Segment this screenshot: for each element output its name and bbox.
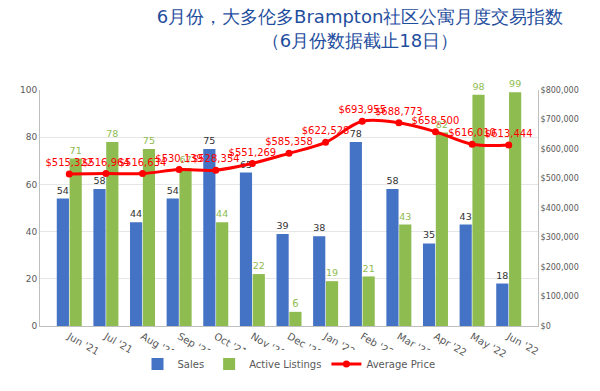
svg-text:100: 100 [20,85,37,95]
svg-text:$516,964: $516,964 [82,157,130,168]
svg-text:6: 6 [292,298,298,309]
svg-text:Jan '22: Jan '22 [322,330,358,358]
svg-text:$800,000: $800,000 [541,86,579,95]
svg-text:35: 35 [423,229,435,240]
svg-text:Aug '21: Aug '21 [139,330,178,360]
svg-text:$616,010: $616,010 [448,127,496,138]
svg-text:78: 78 [350,128,362,139]
svg-text:75: 75 [143,135,155,146]
svg-text:$551,269: $551,269 [229,147,277,158]
svg-text:44: 44 [130,208,142,219]
svg-text:71: 71 [70,145,82,156]
svg-text:40: 40 [26,227,38,237]
svg-text:Mar '22: Mar '22 [395,330,434,359]
svg-text:$613,444: $613,444 [485,128,533,139]
svg-text:43: 43 [399,211,411,222]
svg-text:19: 19 [326,267,338,278]
svg-text:Oct '21: Oct '21 [212,330,249,358]
svg-text:$0: $0 [541,322,551,331]
svg-text:21: 21 [363,263,375,274]
svg-text:43: 43 [460,211,472,222]
svg-text:22: 22 [253,260,265,271]
svg-text:$530,139: $530,139 [155,153,203,164]
svg-text:6月份，大多伦多Brampton社区公寓月度交易指数（6月份: 6月份，大多伦多Brampton社区公寓月度交易指数（6月份数据截止18日） [157,6,564,50]
svg-text:20: 20 [26,274,38,284]
svg-text:54: 54 [167,185,179,196]
svg-text:Dec '21: Dec '21 [285,330,324,360]
svg-text:99: 99 [509,78,521,89]
svg-text:65: 65 [240,159,252,170]
svg-text:$200,000: $200,000 [541,263,579,272]
svg-text:Average Price: Average Price [366,359,435,370]
svg-text:$600,000: $600,000 [541,145,579,154]
svg-text:18: 18 [496,270,508,281]
svg-text:$688,773: $688,773 [375,106,423,117]
svg-text:78: 78 [106,128,118,139]
svg-text:Nov '21: Nov '21 [248,330,288,360]
svg-text:Active Listings: Active Listings [249,359,321,370]
svg-text:39: 39 [277,220,289,231]
svg-text:Apr '22: Apr '22 [432,330,469,358]
svg-text:Feb '22: Feb '22 [358,330,396,359]
svg-text:$658,500: $658,500 [412,115,460,126]
svg-text:58: 58 [386,175,398,186]
svg-text:$100,000: $100,000 [541,292,579,301]
svg-text:58: 58 [93,175,105,186]
svg-text:Jun '22: Jun '22 [504,330,540,357]
svg-text:$515,322: $515,322 [45,157,93,168]
svg-text:54: 54 [57,185,69,196]
svg-text:Sales: Sales [178,359,205,370]
svg-text:$528,354: $528,354 [192,153,240,164]
svg-text:75: 75 [203,135,215,146]
svg-text:$400,000: $400,000 [541,204,579,213]
svg-text:$585,358: $585,358 [265,136,313,147]
svg-text:$516,634: $516,634 [119,157,167,168]
svg-text:$622,528: $622,528 [302,125,350,136]
svg-text:60: 60 [26,180,38,190]
svg-text:67: 67 [179,154,191,165]
svg-text:May '22: May '22 [469,331,509,360]
svg-text:Sep '21: Sep '21 [175,330,214,359]
svg-text:Jul '21: Jul '21 [102,330,135,355]
svg-text:38: 38 [313,222,325,233]
svg-text:80: 80 [26,132,38,142]
svg-text:Jun '21: Jun '21 [65,330,101,357]
svg-text:$300,000: $300,000 [541,233,579,242]
svg-text:44: 44 [216,208,228,219]
svg-text:$500,000: $500,000 [541,174,579,183]
svg-text:0: 0 [31,321,37,331]
svg-text:$700,000: $700,000 [541,115,579,124]
svg-text:98: 98 [472,81,484,92]
svg-text:82: 82 [436,119,448,130]
svg-text:$693,955: $693,955 [338,104,386,115]
